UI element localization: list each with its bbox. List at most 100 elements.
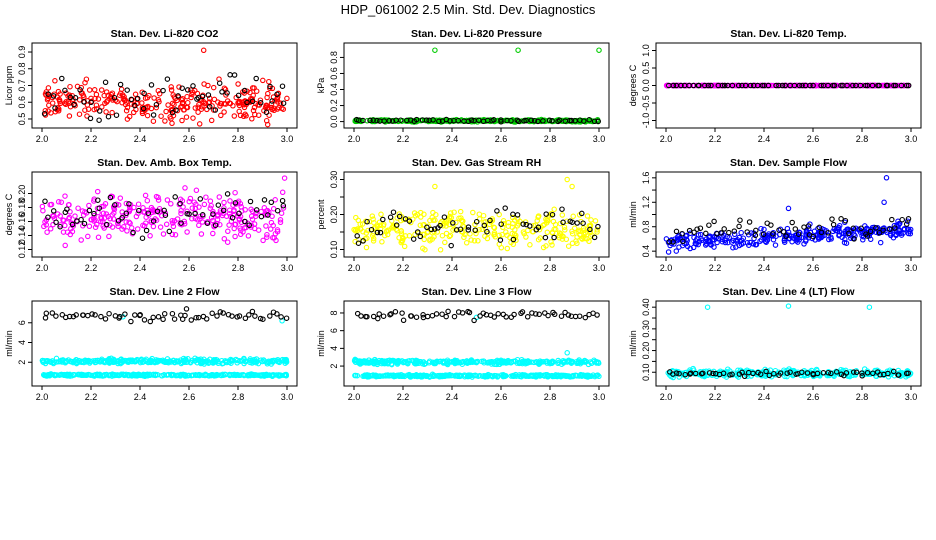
data-point [399, 310, 405, 316]
data-point [381, 358, 388, 364]
data-point [82, 107, 88, 113]
data-point [501, 373, 508, 380]
data-point [574, 240, 580, 247]
data-point [85, 312, 91, 319]
data-point [79, 208, 86, 214]
data-point [836, 222, 843, 229]
data-point [130, 229, 136, 236]
data-point [706, 370, 713, 376]
y-tick-label: 0.16 [17, 213, 27, 231]
data-point [150, 314, 156, 321]
data-point [224, 90, 230, 96]
data-point [441, 220, 447, 227]
data-point [246, 222, 252, 228]
data-point [69, 221, 76, 228]
data-point [264, 234, 270, 240]
data-point [43, 222, 50, 228]
data-point [86, 223, 93, 230]
y-tick-label: 1.2 [641, 196, 651, 209]
data-point [740, 240, 747, 246]
data-point [573, 358, 580, 365]
data-point [106, 310, 112, 317]
data-point [517, 373, 523, 380]
data-point [224, 358, 230, 365]
data-point [693, 241, 699, 247]
data-point [116, 372, 122, 379]
data-point [194, 90, 201, 97]
data-point [226, 371, 233, 378]
data-point [48, 371, 54, 377]
data-point [491, 314, 498, 320]
data-point [57, 223, 63, 230]
data-point [227, 198, 233, 204]
data-point [99, 373, 106, 379]
data-point [448, 359, 455, 365]
data-point [816, 224, 823, 231]
data-point [217, 208, 224, 214]
data-point [784, 225, 791, 232]
data-point [864, 82, 871, 89]
data-point [209, 310, 215, 317]
data-point [130, 109, 137, 116]
data-point [460, 358, 466, 365]
y-tick-label: 0.8 [329, 51, 339, 64]
data-point [421, 236, 427, 243]
plot-frame [31, 300, 298, 387]
data-point [546, 117, 553, 124]
data-point [215, 99, 221, 105]
data-point [885, 82, 891, 89]
data-point [169, 120, 175, 127]
data-point [491, 225, 498, 231]
data-point [95, 197, 101, 203]
data-point [905, 370, 911, 376]
data-point [838, 82, 844, 89]
data-point [768, 222, 774, 228]
data-point [730, 244, 736, 251]
data-point [491, 361, 498, 368]
data-point [144, 197, 151, 204]
data-point [789, 82, 795, 89]
data-point [231, 113, 238, 119]
data-point [86, 371, 92, 378]
data-point [354, 372, 361, 379]
data-point [221, 85, 228, 91]
data-point [182, 312, 188, 319]
x-tick-label: 2.8 [544, 134, 557, 144]
data-point [838, 216, 844, 222]
data-point [266, 209, 272, 215]
data-point [369, 232, 376, 239]
data-point [858, 225, 864, 232]
y-tick-label: 4 [329, 346, 339, 351]
data-point [535, 213, 542, 219]
data-point [804, 370, 811, 376]
data-point [571, 225, 578, 232]
data-point [899, 216, 905, 223]
x-tick-label: 2.8 [856, 263, 869, 273]
y-tick-label: 0.20 [17, 185, 27, 203]
data-point [541, 221, 548, 228]
data-point [678, 82, 684, 89]
data-point [415, 360, 422, 367]
x-tick-label: 2.2 [709, 134, 722, 144]
data-point [197, 216, 203, 222]
y-tick-label: 6 [17, 320, 27, 325]
data-point [160, 87, 166, 94]
data-point [250, 372, 256, 378]
data-point [106, 233, 112, 240]
data-point [261, 197, 268, 203]
data-point [87, 115, 94, 122]
data-point [49, 100, 56, 106]
data-point [134, 356, 140, 363]
data-point [385, 227, 391, 233]
data-point [825, 230, 831, 236]
data-point [151, 95, 157, 101]
data-point [360, 238, 366, 244]
data-point [570, 372, 576, 379]
data-point [144, 372, 151, 379]
data-point [555, 357, 561, 364]
data-point [230, 103, 236, 109]
data-point [105, 113, 112, 120]
data-point [183, 114, 190, 120]
data-point [91, 87, 98, 93]
